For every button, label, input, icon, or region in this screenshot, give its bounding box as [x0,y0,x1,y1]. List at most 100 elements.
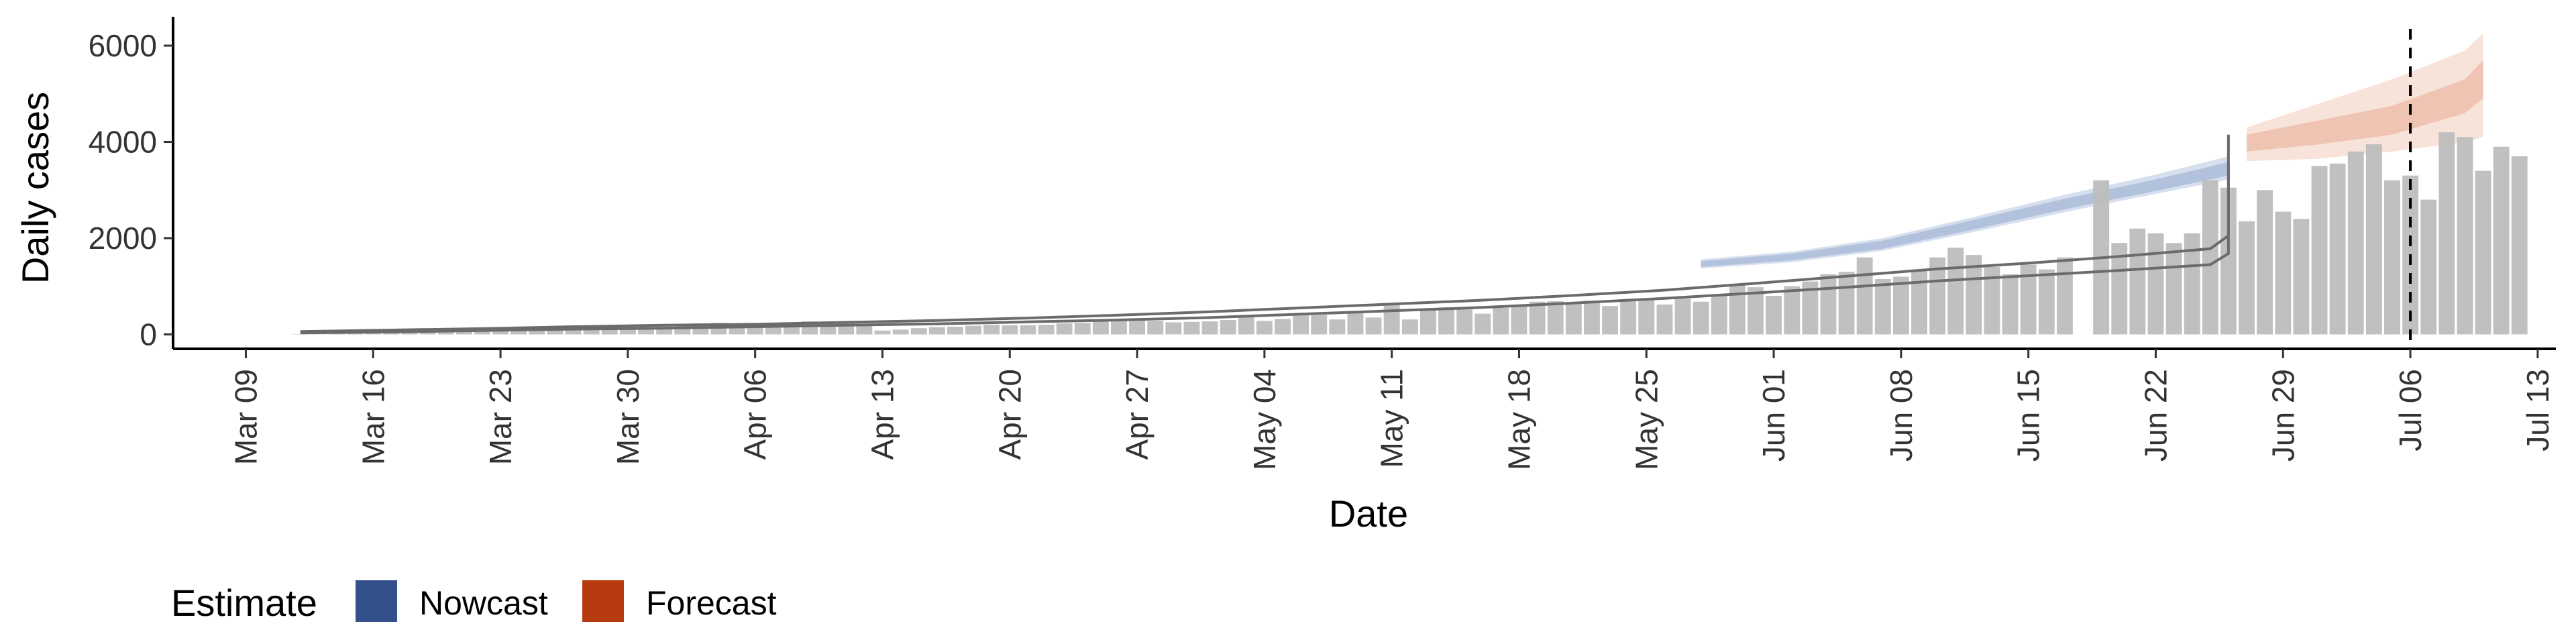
bar [1438,307,1454,335]
bar [2202,180,2218,335]
x-tick-label: Mar 23 [483,369,518,465]
bar [983,325,1000,335]
axes: 0 2000 4000 6000 Mar 09 Mar 16 Mar 23 Mar 30 Apr… [89,17,2556,470]
bar [874,330,891,335]
y-tick-label: 6000 [89,28,157,63]
bar [1820,274,1837,335]
bar [1311,315,1328,335]
bar [1183,321,1200,335]
bar [1493,308,1509,335]
estimate-bands [1701,34,2483,269]
bar [1584,301,1600,335]
bar [910,328,927,335]
bar [1256,321,1273,335]
x-tick-label: Jun 01 [1756,369,1791,462]
bar [2511,156,2528,335]
bar [1874,279,1891,335]
bar [1748,287,1764,335]
x-tick-label: Jun 22 [2139,369,2174,462]
bar [1565,304,1582,335]
bar [1293,314,1309,335]
bar [1201,321,1218,335]
bar [2002,274,2019,335]
bar [1674,299,1691,335]
x-tick-label: Mar 09 [229,369,264,465]
bar [1729,284,1746,335]
bar [1147,321,1164,335]
bar [1638,299,1655,335]
y-axis-title: Daily cases [14,92,56,284]
bar [1511,305,1527,335]
bar [1420,310,1436,335]
bar [1947,248,1964,335]
bar [2020,264,2037,335]
x-tick-label: Apr 27 [1120,369,1155,460]
bar [2038,269,2055,335]
legend: Estimate Nowcast Forecast [171,580,777,624]
bar [947,327,963,335]
bar [2057,257,2073,335]
bar [1602,306,1618,335]
bar [1620,301,1637,335]
legend-label-forecast: Forecast [646,584,777,622]
bar [1693,301,1709,335]
x-tick-label: Apr 06 [738,369,773,460]
legend-title: Estimate [171,582,317,624]
x-tick-label: Apr 20 [992,369,1027,460]
bar [2257,190,2273,335]
bar [2384,180,2400,335]
bar [965,325,981,335]
bar [1238,315,1254,335]
bar [1020,325,1036,335]
bar [2129,228,2146,335]
y-tick-label: 4000 [89,125,157,160]
bar [1711,294,1727,335]
bar [1966,255,1982,335]
bar [2457,137,2473,335]
x-tick-label: May 11 [1375,369,1409,468]
bar [1784,286,1801,335]
y-tick-label: 2000 [89,221,157,256]
bar [1129,319,1145,335]
bar [2329,163,2346,335]
forecast-band-inner [2247,60,2483,152]
x-tick-label: Jul 13 [2520,369,2555,451]
x-tick-label: Jun 08 [1884,369,1919,462]
bar [2165,243,2182,335]
bar [1856,257,1873,335]
bar [928,327,945,335]
bar [1383,303,1400,335]
bar [2420,199,2437,335]
bar [1929,257,1946,335]
bar [2293,219,2310,335]
bar [2365,144,2382,335]
bar [1347,313,1364,335]
bar [1911,269,1927,335]
x-tick-label: Jun 15 [2011,369,2046,462]
legend-swatch-nowcast [356,580,397,622]
x-axis-title: Date [1329,492,1408,535]
bar [2438,132,2455,335]
x-tick-label: Mar 16 [356,369,390,465]
bar [1038,325,1055,335]
bar [2239,221,2255,335]
bar [1002,325,1018,335]
bar [1092,321,1109,335]
bar [1984,267,2000,335]
reported-cases-bars [292,132,2528,335]
bar [1456,309,1473,335]
bar [2184,233,2200,335]
bar [1365,317,1382,335]
bar [2275,211,2292,335]
legend-swatch-forecast [582,580,624,622]
x-tick-label: May 18 [1502,369,1537,470]
bar [1329,319,1346,335]
legend-label-nowcast: Nowcast [419,584,548,622]
bar [1838,272,1855,335]
bar [1802,281,1819,335]
bar [2147,233,2164,335]
x-tick-label: May 04 [1247,369,1282,470]
bar [2475,170,2491,335]
bar [1056,323,1073,335]
